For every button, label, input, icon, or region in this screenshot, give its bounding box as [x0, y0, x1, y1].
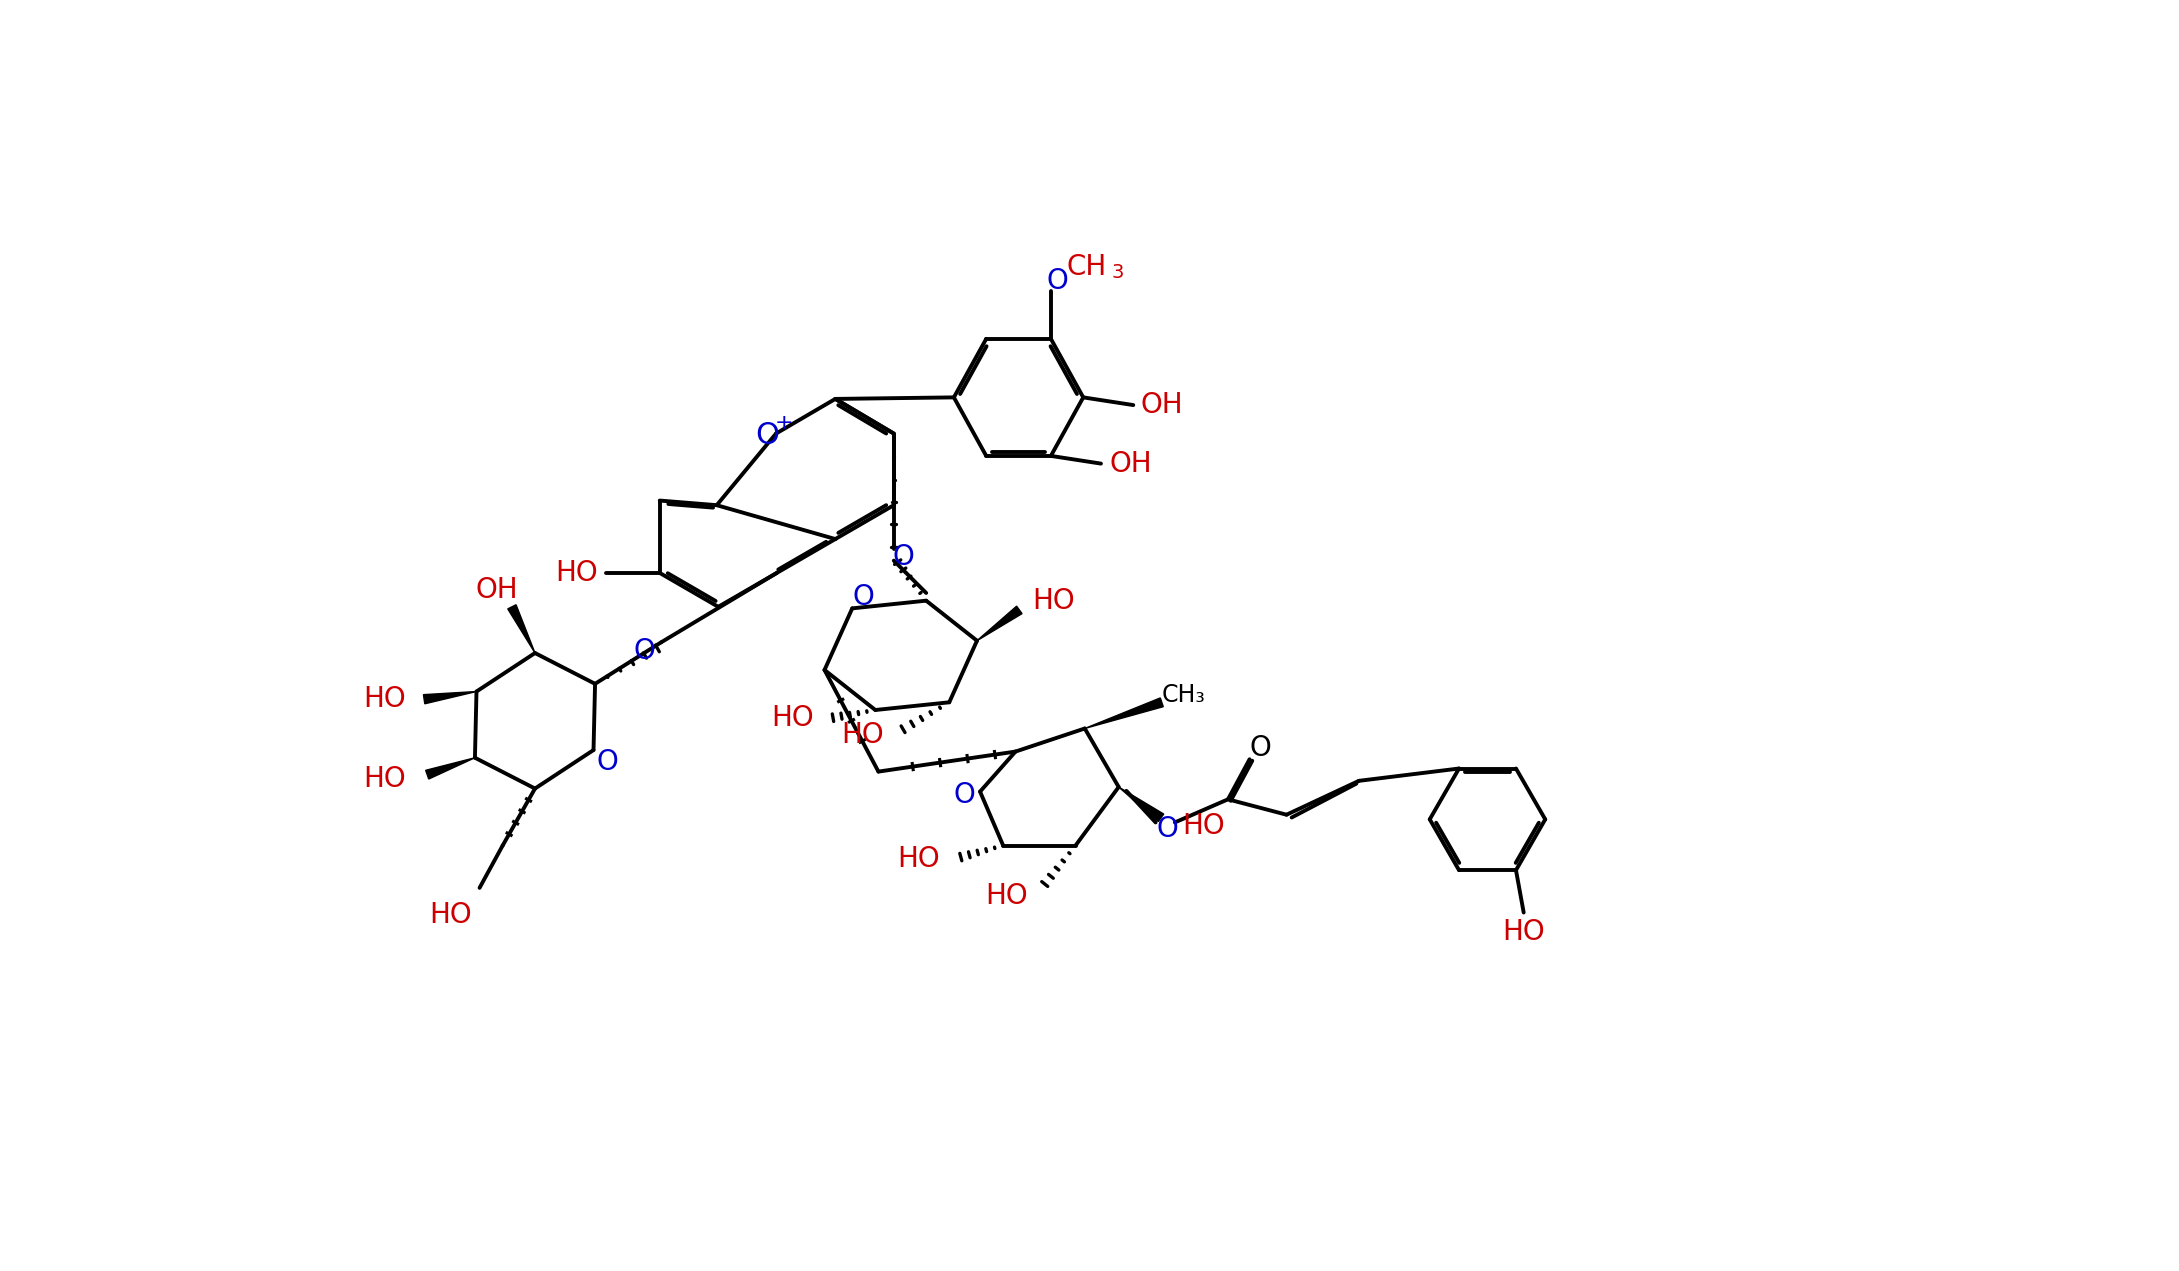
Polygon shape — [1118, 787, 1164, 821]
Polygon shape — [508, 605, 536, 653]
Text: HO: HO — [1181, 811, 1225, 840]
Text: CH: CH — [1068, 253, 1107, 281]
Text: HO: HO — [985, 882, 1028, 910]
Text: O: O — [1046, 267, 1068, 295]
Text: O: O — [852, 583, 874, 611]
Polygon shape — [1085, 698, 1164, 728]
Text: O: O — [597, 747, 619, 775]
Text: CH₃: CH₃ — [1161, 683, 1205, 707]
Text: O: O — [1249, 735, 1270, 763]
Text: HO: HO — [771, 704, 813, 732]
Text: OH: OH — [475, 576, 519, 604]
Text: HO: HO — [362, 765, 405, 793]
Polygon shape — [423, 691, 477, 704]
Text: OH: OH — [1140, 391, 1183, 419]
Text: HO: HO — [898, 845, 939, 873]
Text: O: O — [1157, 815, 1179, 843]
Text: O: O — [754, 421, 778, 450]
Text: HO: HO — [1033, 587, 1074, 615]
Text: O: O — [634, 638, 656, 666]
Text: 3: 3 — [1111, 263, 1124, 282]
Text: OH: OH — [1109, 450, 1153, 478]
Text: HO: HO — [556, 559, 597, 587]
Text: HO: HO — [841, 721, 885, 749]
Text: HO: HO — [362, 685, 405, 713]
Polygon shape — [425, 758, 475, 779]
Text: HO: HO — [1501, 918, 1545, 946]
Text: +: + — [774, 413, 793, 433]
Polygon shape — [976, 606, 1022, 641]
Text: HO: HO — [429, 901, 471, 929]
Text: O: O — [954, 782, 976, 810]
Text: O: O — [891, 543, 913, 571]
